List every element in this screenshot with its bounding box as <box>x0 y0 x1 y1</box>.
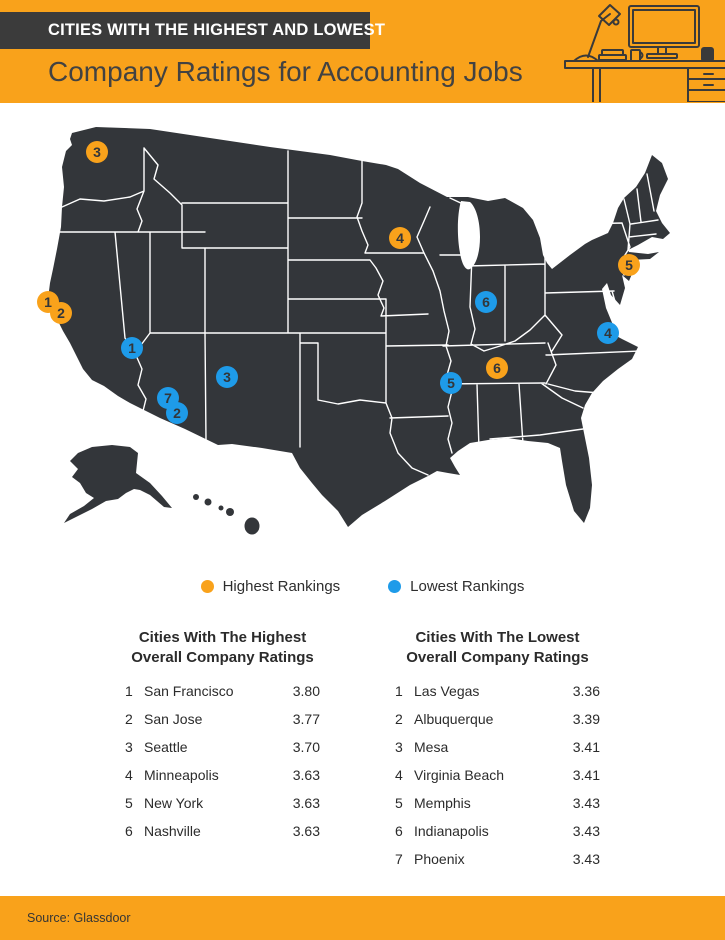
map-marker-highest-3: 3 <box>86 141 108 163</box>
table-row: 3 Seattle 3.70 <box>125 739 320 755</box>
table-row: 5 New York 3.63 <box>125 795 320 811</box>
legend-item-highest: Highest Rankings <box>200 577 341 595</box>
legend-item-lowest: Lowest Rankings <box>388 578 524 595</box>
lake-michigan <box>457 201 480 270</box>
header-banner: CITIES WITH THE HIGHEST AND LOWEST Compa… <box>0 0 725 103</box>
table-lowest-rows: 1 Las Vegas 3.36 2 Albuquerque 3.39 3 Mesa 3.4… <box>395 677 600 873</box>
map-marker-highest-6: 6 <box>486 357 508 379</box>
monitor-icon <box>628 5 700 59</box>
drawer-icon <box>687 67 725 102</box>
map-marker-highest-4: 4 <box>389 227 411 249</box>
legend-highest-label: Highest Rankings <box>222 577 341 595</box>
page-title: Company Ratings for Accounting Jobs <box>48 56 523 87</box>
footer-bar: Source: Glassdoor <box>0 896 725 940</box>
books-icon <box>598 49 627 61</box>
highest-dot-icon <box>200 579 214 593</box>
header-kicker-box: CITIES WITH THE HIGHEST AND LOWEST <box>0 12 385 49</box>
map-marker-lowest-5: 5 <box>440 372 462 394</box>
table-row: 6 Nashville 3.63 <box>125 823 320 839</box>
mug-icon <box>701 47 714 62</box>
cup-icon <box>630 49 644 62</box>
state-borders <box>59 147 659 476</box>
table-row: 4 Virginia Beach 3.41 <box>395 767 600 783</box>
hawaii <box>193 494 260 535</box>
table-highest-rows: 1 San Francisco 3.80 2 San Jose 3.77 3 Seattl… <box>125 677 320 845</box>
table-row: 4 Minneapolis 3.63 <box>125 767 320 783</box>
lowest-dot-icon <box>388 579 402 593</box>
us-map <box>48 127 670 535</box>
table-row: 1 San Francisco 3.80 <box>125 683 320 699</box>
table-row: 3 Mesa 3.41 <box>395 739 600 755</box>
table-row: 6 Indianapolis 3.43 <box>395 823 600 839</box>
table-highest-title: Cities With The Highest Overall Company … <box>131 629 314 666</box>
map-marker-lowest-3: 3 <box>216 366 238 388</box>
table-lowest: Cities With The Lowest Overall Company R… <box>395 628 600 873</box>
table-lowest-title: Cities With The Lowest Overall Company R… <box>406 629 589 666</box>
table-row: 7 Phoenix 3.43 <box>395 851 600 867</box>
table-row: 2 San Jose 3.77 <box>125 711 320 727</box>
table-row: 1 Las Vegas 3.36 <box>395 683 600 699</box>
map-marker-lowest-2: 2 <box>166 402 188 424</box>
source-credit: Source: Glassdoor <box>27 911 131 925</box>
legend-lowest-label: Lowest Rankings <box>410 577 525 595</box>
table-highest: Cities With The Highest Overall Company … <box>125 628 320 845</box>
lamp-icon <box>573 4 621 62</box>
us-map-lower48 <box>48 127 670 527</box>
header-kicker: CITIES WITH THE HIGHEST AND LOWEST <box>48 21 386 39</box>
desk-icon <box>564 60 725 102</box>
table-row: 2 Albuquerque 3.39 <box>395 711 600 727</box>
desk-illustration <box>564 4 725 102</box>
table-row: 5 Memphis 3.43 <box>395 795 600 811</box>
alaska <box>64 445 172 523</box>
map-marker-lowest-4: 4 <box>597 322 619 344</box>
map-marker-lowest-6: 6 <box>475 291 497 313</box>
map-marker-lowest-1: 1 <box>121 337 143 359</box>
map-marker-highest-5: 5 <box>618 254 640 276</box>
map-legend: Highest Rankings Lowest Rankings <box>0 574 725 598</box>
map-marker-highest-2: 2 <box>50 302 72 324</box>
